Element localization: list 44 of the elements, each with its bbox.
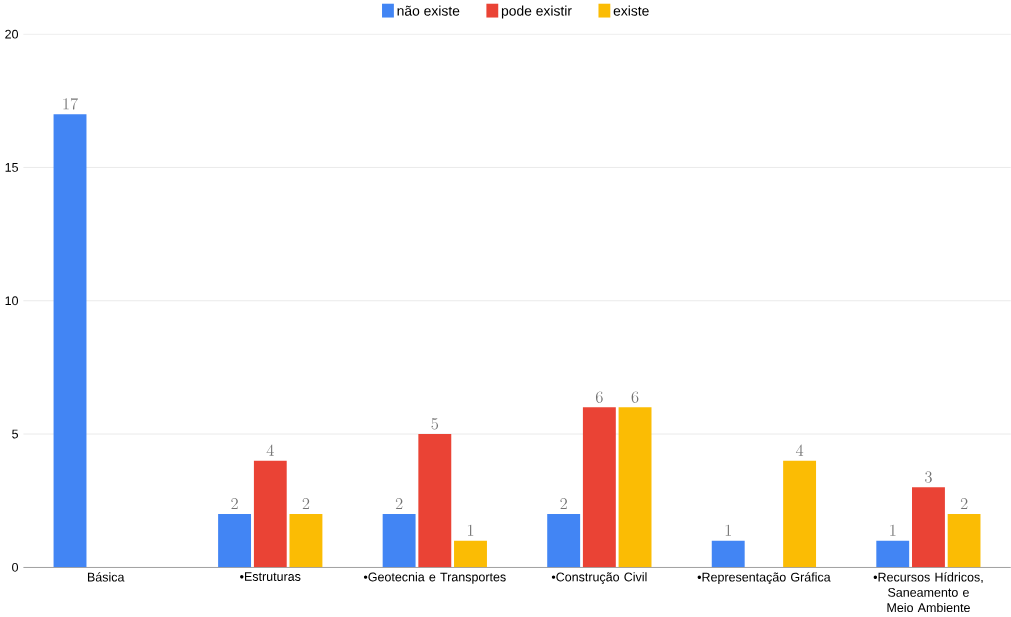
data-label: 1 <box>890 524 896 536</box>
bar <box>253 460 287 568</box>
data-label: 2 <box>231 498 238 510</box>
legend-label: pode existir <box>501 5 572 19</box>
x-tick-label: •Construção Civil <box>551 572 647 585</box>
x-tick-label: •Estruturas <box>240 572 301 582</box>
bar <box>947 514 981 568</box>
data-label: 1 <box>467 524 474 536</box>
bar <box>218 514 252 568</box>
data-label: 5 <box>431 418 439 430</box>
data-label: 2 <box>395 498 403 510</box>
bar <box>53 114 87 568</box>
bar <box>547 514 581 568</box>
data-label: 1 <box>725 524 731 536</box>
y-tick-label: 20 <box>5 29 19 39</box>
y-tick-label: 15 <box>5 163 18 172</box>
legend-label: não existe <box>397 5 460 16</box>
bar <box>783 460 817 568</box>
data-label: 2 <box>302 498 310 510</box>
bar <box>382 514 416 568</box>
data-label: 2 <box>960 498 968 510</box>
bar <box>618 407 652 568</box>
bar <box>876 540 910 568</box>
data-label: 6 <box>595 391 603 403</box>
legend-label: existe <box>613 5 649 16</box>
data-label: 3 <box>925 471 932 483</box>
bar <box>912 487 945 568</box>
x-tick-label: •Representação Gráfica <box>697 572 831 585</box>
x-tick-label: Básica <box>87 572 125 582</box>
bar <box>454 540 487 568</box>
y-tick-label: 5 <box>12 429 18 439</box>
data-label: 4 <box>266 444 274 456</box>
bar <box>582 407 616 568</box>
x-tick-label: •Recursos Hídricos, Saneamento e Meio Ambiente <box>873 572 983 613</box>
y-tick-label: 10 <box>5 296 19 306</box>
data-label: 4 <box>795 444 804 456</box>
data-label: 17 <box>63 98 78 110</box>
data-label: 2 <box>560 498 567 510</box>
bar <box>289 514 323 568</box>
bar <box>711 540 745 568</box>
y-tick-label: 0 <box>12 563 19 572</box>
data-label: 6 <box>631 391 639 403</box>
x-tick-label: •Geotecnia e Transportes <box>363 572 506 584</box>
bar <box>418 434 452 568</box>
